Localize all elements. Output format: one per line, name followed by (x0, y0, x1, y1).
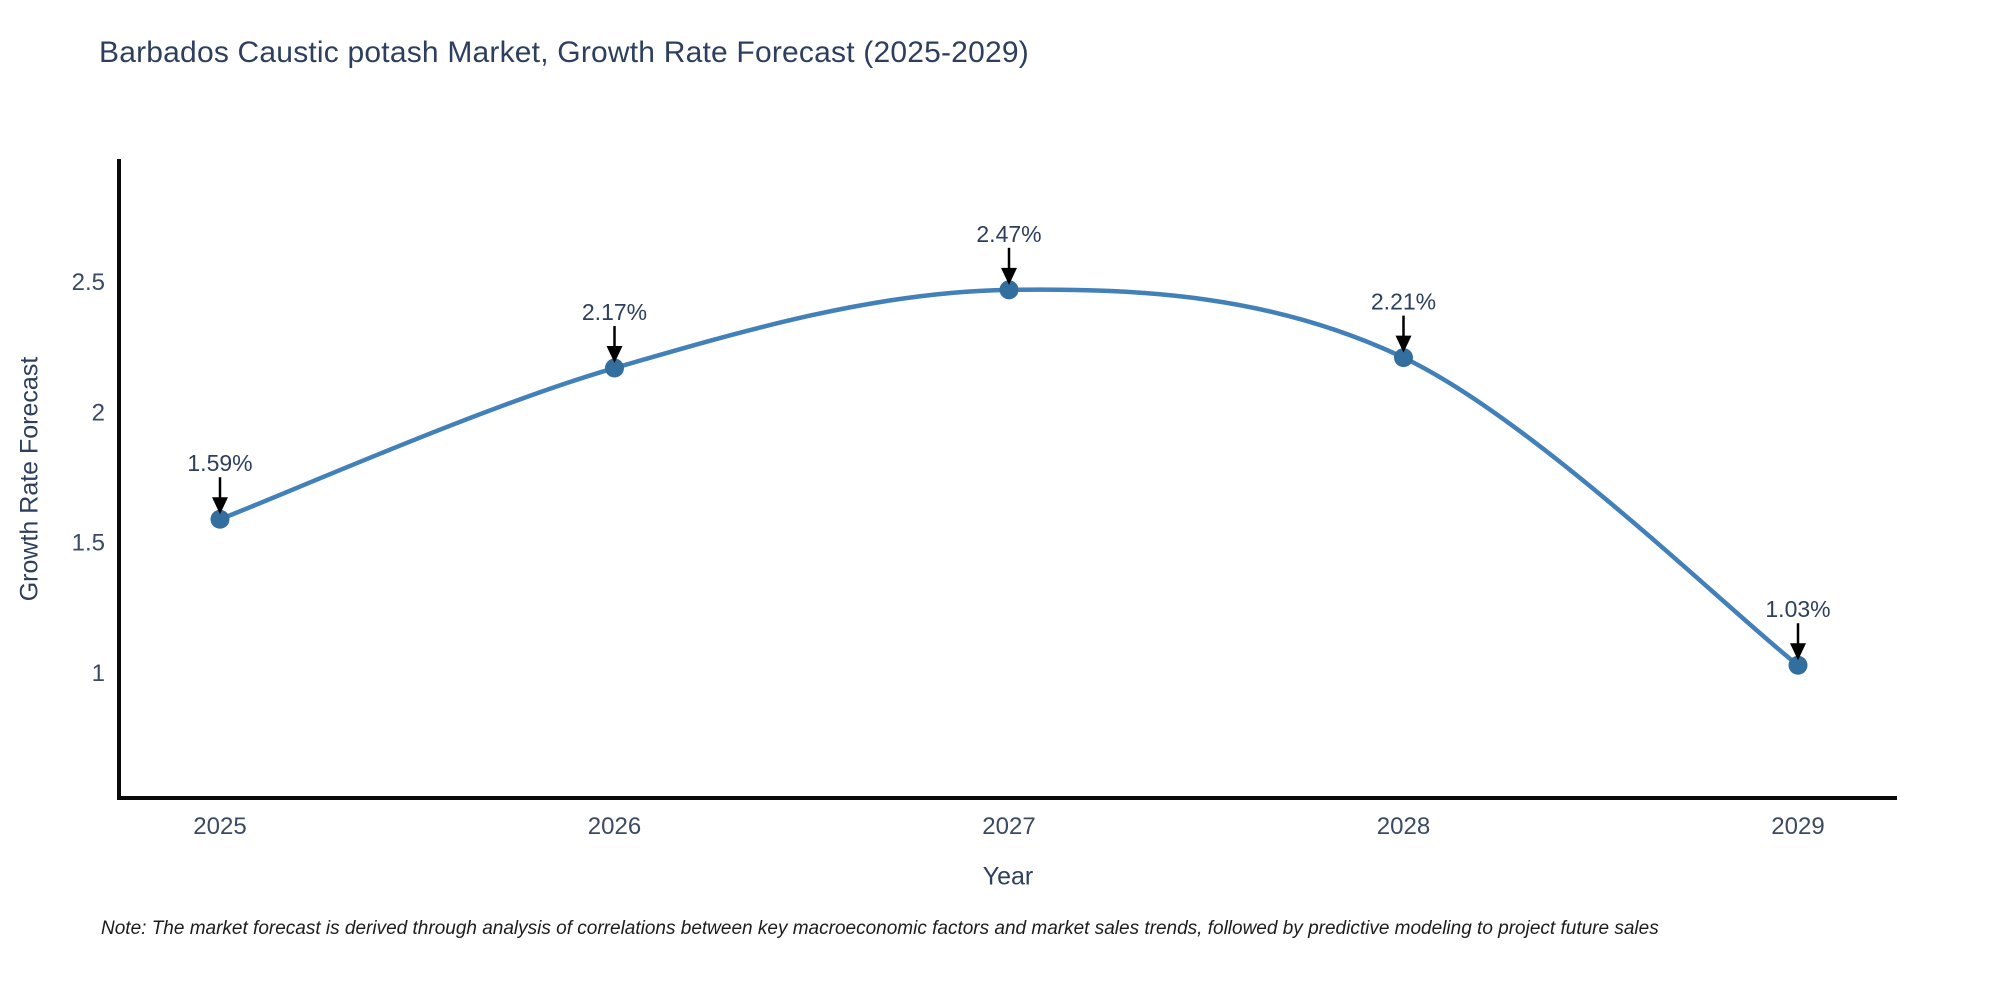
point-value-label: 1.59% (187, 450, 252, 476)
point-value-label: 2.47% (976, 221, 1041, 247)
line-series (210, 280, 1808, 675)
data-point-marker (1788, 655, 1808, 675)
y-axis-title: Growth Rate Forecast (15, 356, 44, 602)
x-tick-label: 2027 (982, 813, 1035, 840)
annotation-arrow-head (1395, 335, 1412, 353)
x-tick-label: 2025 (193, 813, 246, 840)
y-tick-label: 1.5 (72, 530, 105, 557)
annotation-arrow-head (212, 497, 228, 515)
point-annotations: 1.59% 2.17% 2.47% 2.21% 1.03% (187, 221, 1831, 661)
series-line (217, 287, 1801, 668)
x-axis-title: Year (982, 862, 1034, 891)
data-point-marker (210, 509, 230, 529)
footnote-text: Note: The market forecast is derived thr… (101, 918, 1659, 939)
data-point-marker (605, 358, 624, 378)
y-tick-label: 2.5 (72, 269, 105, 296)
y-tick-label: 2 (92, 399, 105, 426)
annotation-arrow-head (606, 346, 623, 364)
data-point-marker (999, 280, 1019, 300)
y-axis-tick-labels: 2.5 2 1.5 1 (72, 269, 105, 687)
x-tick-label: 2026 (588, 813, 641, 840)
x-tick-label: 2028 (1377, 813, 1430, 840)
point-value-label: 1.03% (1765, 596, 1830, 622)
x-tick-label: 2029 (1771, 813, 1824, 840)
point-value-label: 2.17% (582, 299, 647, 325)
annotation-arrow-head (1001, 267, 1017, 285)
x-axis-tick-labels: 2025 2026 2027 2028 2029 (193, 813, 1824, 840)
chart-title: Barbados Caustic potash Market, Growth R… (99, 36, 1029, 69)
data-point-marker (1394, 348, 1413, 368)
annotation-arrow-head (1790, 643, 1806, 661)
point-value-label: 2.21% (1371, 289, 1436, 315)
y-tick-label: 1 (92, 660, 105, 687)
